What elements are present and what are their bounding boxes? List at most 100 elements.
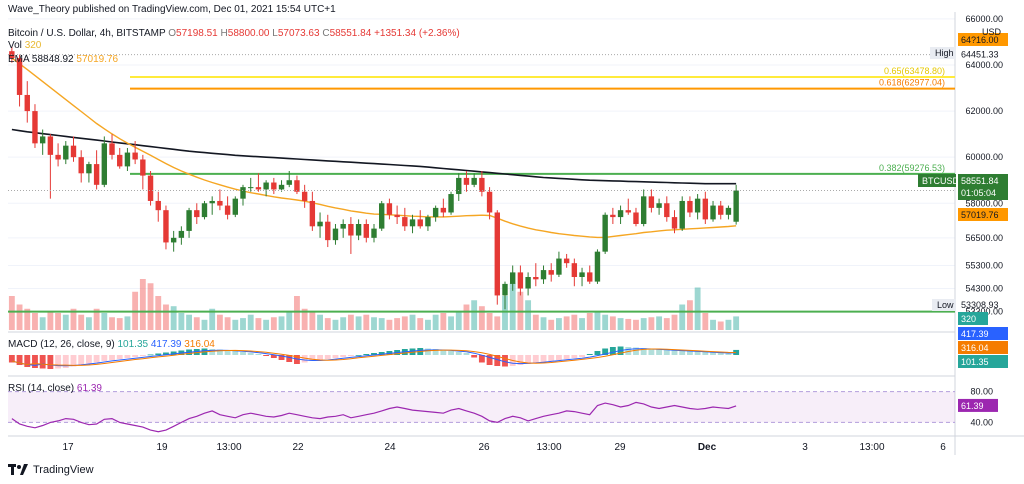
candle-body xyxy=(533,277,539,280)
macd-histogram-bar xyxy=(324,355,331,359)
volume-bar xyxy=(555,318,562,330)
macd-histogram-bar xyxy=(502,355,508,367)
volume-bar xyxy=(147,283,154,330)
countdown: 01:05:04 xyxy=(961,188,996,198)
volume-bar xyxy=(409,314,416,330)
macd-pane xyxy=(8,346,740,369)
candle-body xyxy=(255,187,262,190)
macd-histogram-bar xyxy=(47,355,54,369)
symbol-legend[interactable]: Bitcoin / U.S. Dollar, 4h, BITSTAMP O571… xyxy=(8,28,460,39)
volume-bar xyxy=(240,318,246,330)
macd-histogram-bar xyxy=(263,355,270,356)
ema-legend[interactable]: EMA 58848.92 57019.76 xyxy=(8,54,118,65)
histogram-tag: 101.35 xyxy=(961,357,989,367)
macd-histogram-bar xyxy=(116,355,123,359)
macd-histogram-bar xyxy=(109,355,115,360)
price-axis[interactable]: 66000.00 64000.00 62000.00 60000.00 58000.00… xyxy=(918,14,1008,428)
ema-50-line xyxy=(11,57,737,239)
macd-histogram-bar xyxy=(286,355,293,362)
volume-bar xyxy=(347,314,354,330)
price-tick-label: 60000.00 xyxy=(965,152,1003,162)
time-tick-label: 24 xyxy=(384,442,396,453)
volume-bar xyxy=(62,314,69,330)
ema-value-2: 57019.76 xyxy=(76,54,119,65)
signal-line-tag-bg xyxy=(958,341,1008,354)
macd-histogram-bar xyxy=(301,355,308,363)
macd-histogram-bar xyxy=(317,355,323,360)
volume-bar xyxy=(170,306,177,330)
macd-histogram-bar xyxy=(163,352,169,355)
fib-label: 0.65(63478.80) xyxy=(884,66,945,76)
candle-body xyxy=(70,145,77,158)
candlestick-series xyxy=(9,46,739,310)
volume-bar xyxy=(186,314,193,330)
macd-histogram-bar xyxy=(440,350,447,355)
fibonacci-levels: 0.65(63478.80) 0.618(62977.04) 0.382(59276… xyxy=(130,66,955,175)
macd-histogram-bar xyxy=(525,355,532,364)
candle-body xyxy=(39,136,46,144)
rsi-band xyxy=(8,391,955,423)
time-tick-label: 13:00 xyxy=(536,442,561,453)
volume-bar xyxy=(525,300,532,330)
volume-bar xyxy=(124,316,131,330)
time-axis[interactable]: 17 19 13:00 22 24 26 13:00 29 Dec 3 13:00 6 xyxy=(62,442,946,453)
close-value: 58551.84 xyxy=(329,28,372,39)
volume-bar xyxy=(224,317,231,330)
volume-bar xyxy=(686,300,693,330)
tradingview-logo[interactable]: TradingView xyxy=(8,464,94,476)
volume-bar xyxy=(602,314,609,330)
macd-histogram-bar xyxy=(85,355,92,364)
btcusd-name: BTCUSD xyxy=(922,176,960,186)
btcusd-price-bg xyxy=(958,174,1008,200)
time-tick-label: 22 xyxy=(292,442,304,453)
vol-legend[interactable]: Vol 320 xyxy=(8,40,41,51)
price-tick-label: 55300.00 xyxy=(965,260,1003,270)
volume-bar xyxy=(278,316,285,330)
volume-bar xyxy=(401,316,408,330)
price-tick-label: 66000.00 xyxy=(965,14,1003,24)
volume-bar xyxy=(532,314,539,330)
macd-histogram-bar xyxy=(24,355,31,367)
macd-histogram-bar xyxy=(679,350,686,355)
rsi-legend[interactable]: RSI (14, close) 61.39 xyxy=(8,383,102,394)
ema50-price-tag-bg xyxy=(958,208,1008,221)
candle-body xyxy=(55,154,61,160)
volume-bar xyxy=(432,314,439,330)
candle-body xyxy=(170,237,177,243)
macd-histogram-bar xyxy=(101,355,108,361)
candle-body xyxy=(625,210,631,213)
candle-body xyxy=(432,207,439,218)
volume-bar xyxy=(70,308,77,330)
volume-bar xyxy=(733,316,740,330)
candle-body xyxy=(517,272,524,289)
rsi-tick-label: 40.00 xyxy=(970,417,993,427)
volume-bar xyxy=(640,318,647,330)
time-tick-label: 3 xyxy=(802,442,808,453)
candle-body xyxy=(317,221,323,227)
fib-label: 0.382(59276.53) xyxy=(879,163,945,173)
macd-histogram-bar xyxy=(694,351,701,355)
candle-body xyxy=(425,217,431,227)
candle-body xyxy=(286,180,292,185)
macd-histogram-bar xyxy=(124,355,131,358)
macd-legend[interactable]: MACD (12, 26, close, 9) 101.35 417.39 31… xyxy=(8,339,215,350)
volume-bar xyxy=(139,279,146,330)
grid-lines xyxy=(8,12,1024,455)
macd-histogram-bar xyxy=(363,354,370,355)
vol-value: 320 xyxy=(24,40,42,51)
candle-body xyxy=(186,210,192,231)
ema-value-1: 58848.92 xyxy=(31,54,74,65)
candle-body xyxy=(294,180,300,192)
candle-body xyxy=(232,198,239,215)
macd-histogram-bar xyxy=(579,355,585,357)
rsi-pane xyxy=(8,391,955,433)
volume-bar xyxy=(448,316,454,330)
candle-body xyxy=(217,200,223,206)
time-tick-label: 17 xyxy=(62,442,74,453)
rsi-value: 61.39 xyxy=(76,383,102,394)
macd-histogram-bar xyxy=(463,353,470,355)
candle-body xyxy=(548,270,554,275)
low-price-label: 53308.93 xyxy=(961,300,999,310)
candle-body xyxy=(479,177,485,192)
